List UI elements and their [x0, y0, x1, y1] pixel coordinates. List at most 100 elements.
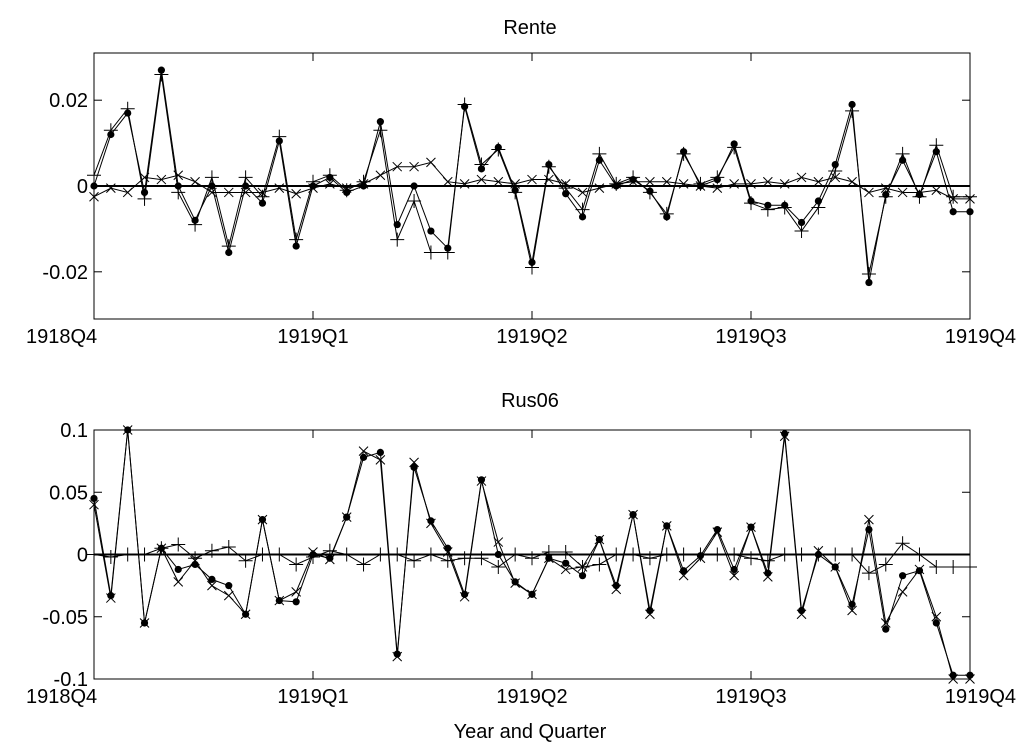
data-point-plus	[861, 566, 876, 581]
data-point-plus	[575, 202, 590, 217]
data-point-plus	[794, 224, 809, 239]
data-point-cross	[358, 446, 369, 457]
y-tick-label: 0	[77, 545, 88, 567]
y-tick-label: 0.02	[49, 90, 88, 112]
x-tick-label: 1919Q3	[715, 686, 786, 708]
data-point-plus	[626, 547, 641, 562]
x-tick-label: 1919Q2	[496, 326, 567, 348]
data-point-plus	[474, 157, 489, 172]
x-tick-label: 1919Q1	[277, 686, 348, 708]
data-point-cross	[493, 537, 504, 547]
data-point-cross	[476, 174, 487, 185]
data-point-cross	[695, 553, 706, 564]
data-point-cross	[813, 545, 824, 556]
data-point-dot	[797, 218, 806, 227]
data-point-cross	[223, 590, 234, 601]
data-point-plus	[238, 170, 253, 185]
data-point-plus	[693, 547, 708, 562]
data-point-plus	[760, 553, 775, 568]
series-layer-rente	[87, 66, 977, 287]
data-point-cross	[409, 457, 419, 468]
data-point-cross	[409, 161, 419, 172]
data-point-cross	[308, 183, 318, 193]
data-point-cross	[729, 570, 740, 581]
data-point-cross	[459, 591, 470, 602]
data-point-plus	[407, 553, 422, 568]
data-point-plus	[373, 123, 388, 138]
data-point-cross	[105, 593, 116, 603]
data-point-plus	[188, 551, 203, 566]
x-tick-label: 1919Q4	[945, 686, 1016, 708]
data-point-cross	[156, 543, 167, 554]
data-point-cross	[341, 183, 352, 193]
data-point-cross	[442, 176, 453, 187]
data-point-plus	[777, 547, 792, 562]
data-point-cross	[510, 578, 521, 588]
data-point-plus	[777, 200, 792, 215]
data-point-cross	[510, 179, 521, 189]
data-point-plus	[103, 123, 118, 138]
data-point-plus	[828, 547, 843, 562]
data-point-dot	[713, 526, 721, 534]
data-point-dot	[477, 476, 486, 484]
data-point-plus	[828, 163, 843, 178]
data-point-plus	[912, 547, 927, 562]
data-point-dot	[781, 430, 789, 438]
data-point-cross	[324, 179, 335, 189]
data-point-plus	[508, 547, 523, 562]
data-point-cross	[223, 187, 234, 198]
data-point-plus	[390, 547, 405, 562]
data-point-cross	[105, 183, 116, 193]
data-point-plus	[727, 547, 742, 562]
data-point-cross	[661, 176, 672, 187]
panel-rente: Rente 0.02 0 -0.02 1918Q4 1919Q1 1919Q2 1919Q3…	[26, 17, 1016, 348]
data-point-plus	[929, 559, 944, 574]
data-point-cross	[392, 651, 403, 662]
data-point-dot	[882, 625, 890, 633]
data-point-cross	[173, 577, 184, 587]
data-point-cross	[560, 564, 571, 575]
series-layer-rus06	[87, 425, 977, 684]
data-point-plus	[541, 159, 556, 174]
data-point-plus	[137, 191, 152, 206]
data-point-plus	[221, 540, 236, 555]
data-point-cross	[392, 161, 403, 172]
data-point-plus	[592, 146, 607, 161]
data-point-cross	[779, 179, 790, 189]
data-point-plus	[289, 557, 304, 572]
data-point-cross	[375, 455, 386, 465]
data-point-plus	[204, 170, 219, 185]
data-point-plus	[744, 196, 758, 211]
data-point-plus	[457, 551, 472, 566]
data-point-cross	[190, 176, 200, 187]
data-point-cross	[712, 527, 723, 537]
data-point-plus	[339, 183, 354, 198]
data-point-cross	[746, 179, 756, 189]
data-point-cross	[830, 172, 841, 183]
data-point-plus	[642, 551, 657, 566]
data-point-cross	[880, 618, 891, 628]
data-point-plus	[693, 176, 708, 191]
data-point-plus	[373, 547, 388, 562]
data-point-dot	[225, 582, 233, 590]
data-point-plus	[541, 545, 556, 560]
data-point-plus	[710, 170, 725, 185]
data-point-dot	[292, 598, 300, 606]
data-point-cross	[611, 584, 622, 595]
x-tick-label: 1919Q4	[945, 326, 1016, 348]
data-point-cross	[729, 179, 740, 189]
data-point-cross	[847, 176, 857, 187]
data-point-plus	[592, 557, 607, 572]
data-point-cross	[560, 179, 571, 189]
data-point-cross	[442, 547, 453, 557]
data-point-cross	[207, 187, 217, 198]
data-point-dot	[578, 572, 587, 580]
data-point-plus	[188, 217, 203, 232]
data-point-plus	[508, 185, 523, 200]
data-point-dot	[376, 448, 384, 457]
data-point-plus	[845, 103, 860, 118]
data-point-plus	[440, 245, 455, 260]
data-point-plus	[407, 194, 422, 209]
data-point-plus	[356, 557, 371, 572]
data-point-cross	[628, 176, 638, 187]
